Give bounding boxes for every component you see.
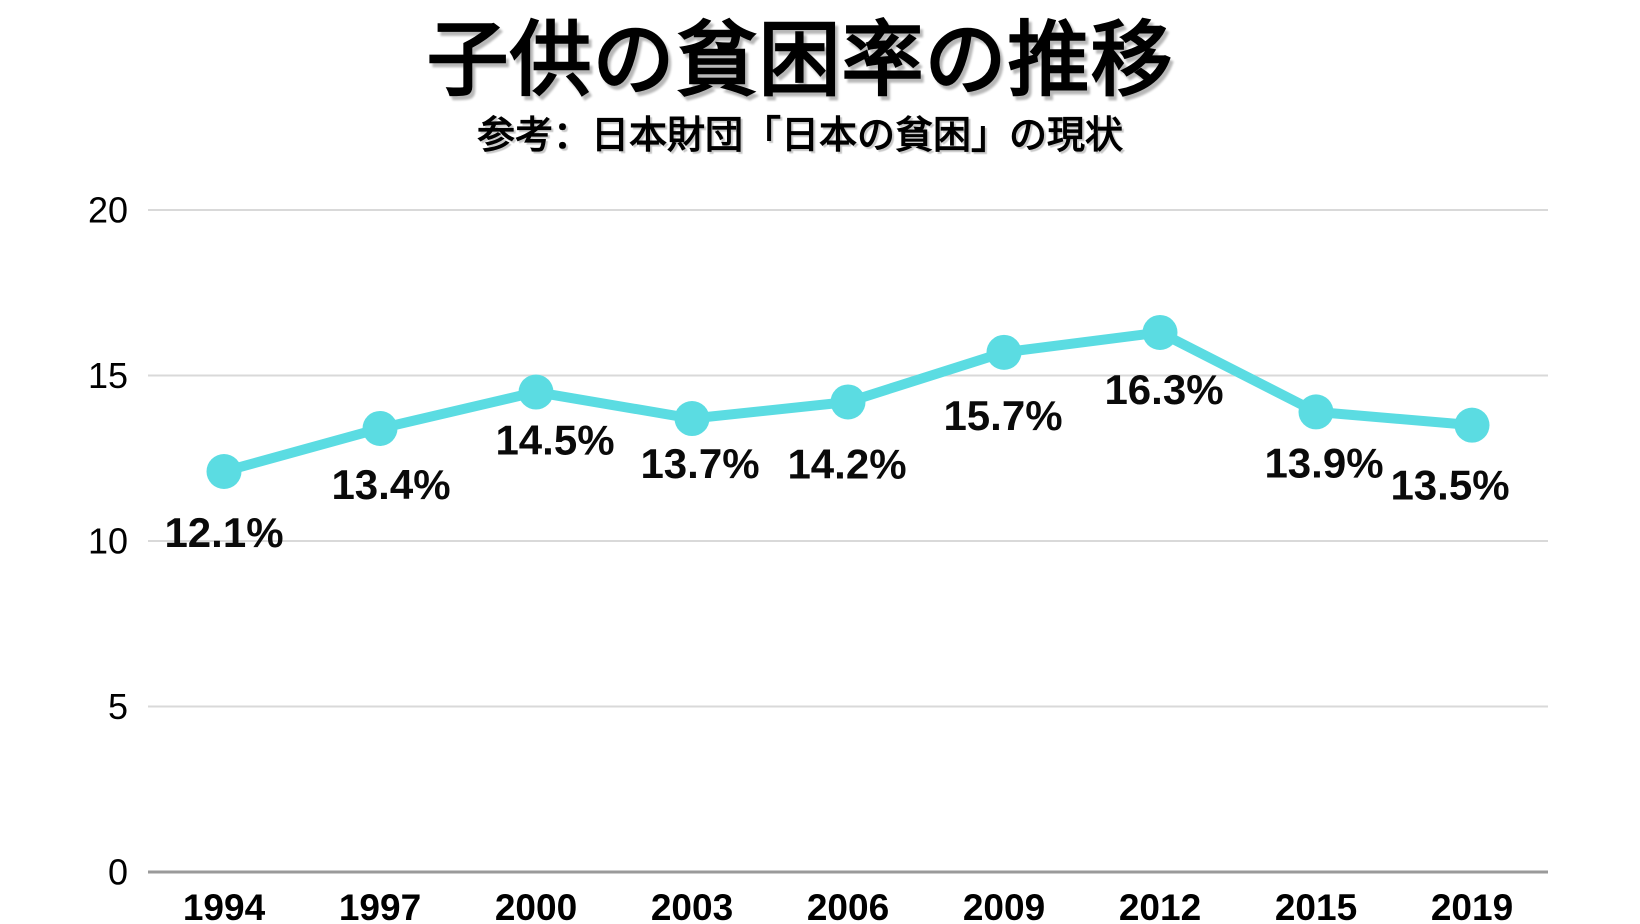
- y-tick-label-0: 0: [108, 852, 128, 893]
- y-tick-label-20: 20: [88, 190, 128, 231]
- x-tick-label-2009: 2009: [963, 887, 1045, 924]
- data-label-2009: 15.7%: [943, 392, 1062, 439]
- x-tick-label-2006: 2006: [807, 887, 889, 924]
- data-label-2012: 16.3%: [1104, 366, 1223, 413]
- data-point-2006: [830, 384, 866, 420]
- data-point-2003: [674, 401, 710, 437]
- x-tick-label-2000: 2000: [495, 887, 577, 924]
- x-tick-label-1994: 1994: [183, 887, 266, 924]
- data-point-2015: [1298, 394, 1334, 430]
- x-tick-label-2003: 2003: [651, 887, 733, 924]
- y-tick-label-5: 5: [108, 686, 128, 727]
- data-label-2003: 13.7%: [640, 440, 759, 487]
- data-point-1997: [362, 410, 398, 446]
- y-tick-label-15: 15: [88, 355, 128, 396]
- data-label-2000: 14.5%: [495, 417, 614, 464]
- x-tick-label-1997: 1997: [339, 887, 421, 924]
- data-label-1994: 12.1%: [164, 509, 283, 556]
- data-label-1997: 13.4%: [331, 461, 450, 508]
- data-point-2000: [518, 374, 554, 410]
- x-tick-label-2015: 2015: [1275, 887, 1357, 924]
- x-tick-label-2012: 2012: [1119, 887, 1201, 924]
- data-label-2006: 14.2%: [787, 440, 906, 487]
- data-point-2009: [986, 334, 1022, 370]
- y-tick-label-10: 10: [88, 521, 128, 562]
- x-tick-label-2019: 2019: [1431, 887, 1513, 924]
- data-label-2015: 13.9%: [1264, 439, 1383, 486]
- data-point-2019: [1454, 407, 1490, 443]
- data-label-2019: 13.5%: [1390, 462, 1509, 509]
- data-point-1994: [206, 453, 242, 489]
- data-point-2012: [1142, 314, 1178, 350]
